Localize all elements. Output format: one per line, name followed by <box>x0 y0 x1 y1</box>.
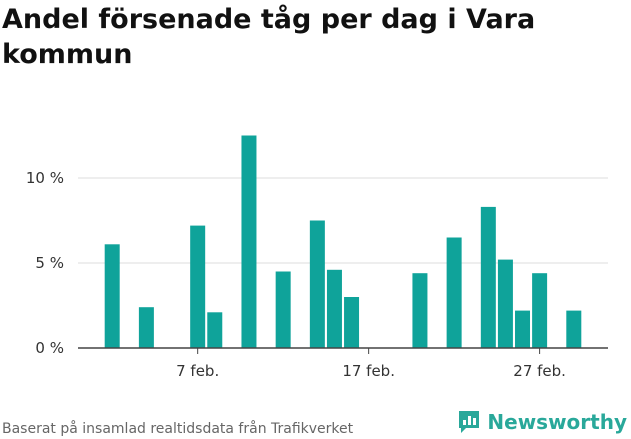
bar <box>344 297 360 348</box>
bar-chart: 0 % 5 % 10 % 7 feb. 17 feb. 27 feb. <box>26 135 608 380</box>
bar <box>309 220 325 348</box>
gridlines <box>78 177 608 264</box>
bar <box>532 273 548 348</box>
x-axis-ticks: 7 feb. 17 feb. 27 feb. <box>176 348 566 380</box>
bar <box>497 259 513 348</box>
y-tick-label: 5 % <box>35 254 64 272</box>
bar <box>412 273 428 348</box>
bar <box>446 237 462 348</box>
bar <box>515 310 531 348</box>
brand-name: Newsworthy <box>487 410 627 434</box>
newsworthy-logo-icon <box>459 411 480 433</box>
newsworthy-logo: Newsworthy <box>457 407 627 437</box>
x-tick-label: 17 feb. <box>342 362 395 380</box>
y-tick-label: 0 % <box>35 339 64 357</box>
bar-series <box>104 135 582 348</box>
bar <box>190 225 206 348</box>
bar <box>138 307 154 348</box>
bar <box>207 312 223 348</box>
bar <box>326 269 342 348</box>
bar <box>275 271 291 348</box>
chart-title: Andel försenade tåg per dag i Vara kommu… <box>2 4 536 70</box>
bar <box>104 244 120 348</box>
y-axis-ticks: 0 % 5 % 10 % <box>26 169 64 357</box>
bar <box>566 310 582 348</box>
x-tick-label: 7 feb. <box>176 362 219 380</box>
bar <box>241 135 257 348</box>
y-tick-label: 10 % <box>26 169 64 187</box>
source-note: Baserat på insamlad realtidsdata från Tr… <box>2 421 354 437</box>
bar <box>480 206 496 348</box>
x-tick-label: 27 feb. <box>513 362 566 380</box>
